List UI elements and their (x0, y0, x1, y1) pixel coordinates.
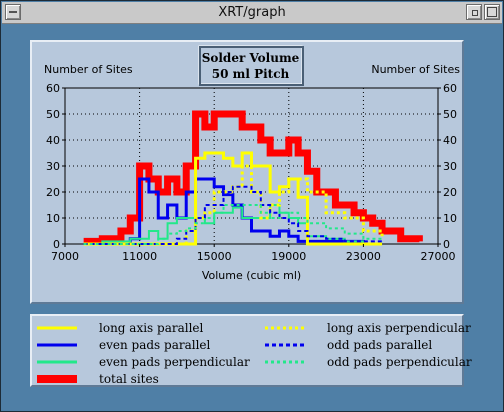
y-axis-label-right: Number of Sites (371, 63, 460, 76)
x-tick-label: 23000 (346, 250, 381, 263)
series-line-odd-pads-parallel (83, 185, 384, 245)
legend-swatch (37, 343, 77, 347)
y-tick-label-left: 10 (46, 212, 60, 225)
legend-label: total sites (99, 372, 159, 386)
y-tick-label-right: 10 (443, 212, 457, 225)
series-line-odd-pads-perpendicular (83, 204, 384, 245)
y-tick-label-right: 20 (443, 186, 457, 199)
series-line-total-sites (83, 110, 423, 245)
legend-label: even pads perpendicular (99, 355, 250, 369)
legend-label: odd pads parallel (327, 338, 433, 352)
chart-title-line-2: 50 ml Pitch (212, 67, 290, 81)
maximize-icon (487, 7, 497, 17)
x-axis-label: Volume (cubic ml) (202, 269, 301, 282)
chart-svg: 0 0 10 10 20 20 30 30 40 40 50 50 60 60 7000 11000 15000… (44, 45, 460, 282)
legend-swatch (265, 343, 305, 347)
series-line-long-axis-parallel (83, 151, 383, 246)
series-line-even-pads-parallel (83, 177, 383, 246)
x-tick-label: 27000 (421, 250, 456, 263)
window-title: XRT/graph (218, 5, 286, 20)
legend-label: even pads parallel (99, 338, 211, 352)
legend-label: long axis perpendicular (327, 321, 471, 335)
legend-swatch (37, 375, 77, 383)
legend-swatch (265, 326, 305, 330)
x-tick-label: 15000 (197, 250, 232, 263)
y-tick-label-right: 30 (443, 160, 457, 173)
legend-swatch (265, 360, 305, 364)
window-menu-button[interactable] (5, 4, 21, 20)
y-tick-label-right: 60 (443, 82, 457, 95)
y-tick-label-left: 40 (46, 134, 60, 147)
x-tick-label: 19000 (271, 250, 306, 263)
x-tick-label: 11000 (122, 250, 157, 263)
y-axis-label-left: Number of Sites (44, 63, 133, 76)
chart-title-line-1: Solder Volume (202, 51, 300, 65)
y-tick-label-right: 50 (443, 108, 457, 121)
minimize-button[interactable] (466, 4, 482, 20)
title-bar[interactable]: XRT/graph (2, 2, 502, 24)
x-tick-label: 7000 (51, 250, 79, 263)
axes: 0 0 10 10 20 20 30 30 40 40 50 50 60 60 7000 11000 15000… (46, 82, 457, 263)
y-tick-label-left: 20 (46, 186, 60, 199)
y-tick-label-left: 50 (46, 108, 60, 121)
menu-bar-icon (9, 11, 17, 13)
legend-label: long axis parallel (99, 321, 204, 335)
chart-title-box: Solder Volume 50 ml Pitch (198, 45, 304, 86)
y-tick-label-right: 0 (443, 238, 450, 251)
y-tick-label-right: 40 (443, 134, 457, 147)
title-box-shadow (199, 46, 304, 86)
y-tick-label-left: 0 (53, 238, 60, 251)
legend-panel: long axis parallel even pads parallel even… (30, 314, 472, 387)
legend-swatch (37, 326, 77, 330)
minimize-icon (472, 10, 478, 16)
maximize-button[interactable] (484, 4, 500, 20)
legend-label: odd pads perpendicular (327, 355, 472, 369)
title-box-frame (198, 45, 303, 85)
y-tick-label-left: 30 (46, 160, 60, 173)
legend-swatch (37, 360, 77, 364)
y-tick-label-left: 60 (46, 82, 60, 95)
series-group (83, 110, 423, 246)
chart-panel: 0 0 10 10 20 20 30 30 40 40 50 50 60 60 7000 11000 15000… (30, 40, 464, 304)
series-line-long-axis-perpendicular (83, 164, 384, 246)
